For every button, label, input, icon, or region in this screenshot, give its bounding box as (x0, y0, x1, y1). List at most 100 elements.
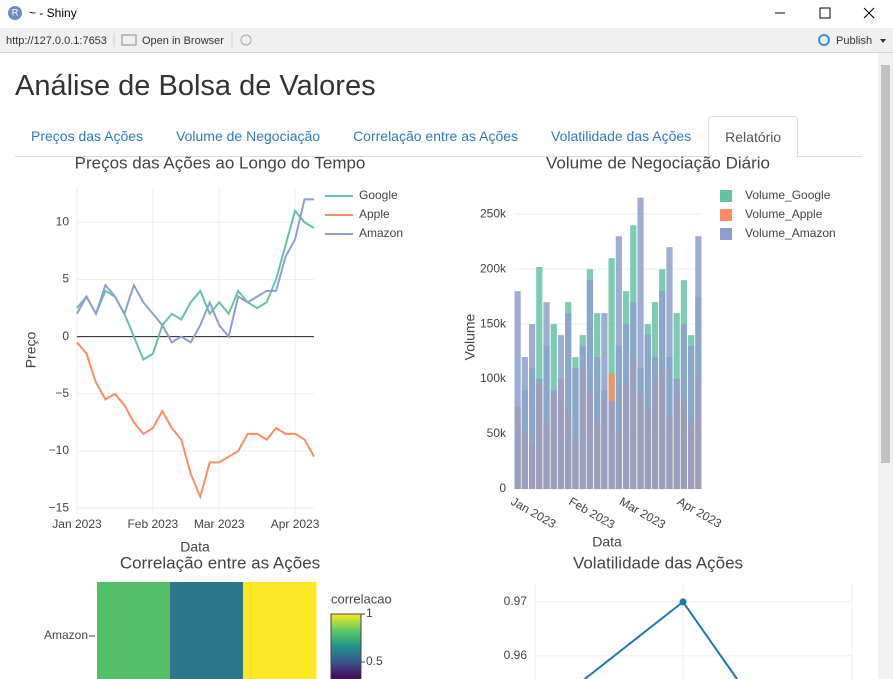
chart-title: Preços das Ações ao Longo do Tempo (75, 153, 366, 172)
bar (528, 324, 536, 489)
y-tick-label: 250k (480, 206, 507, 220)
publish-dropdown[interactable] (880, 39, 886, 43)
colorbar-title: correlacao (331, 591, 392, 606)
chart-title: Correlação entre as Ações (120, 553, 320, 572)
x-tick-label: Mar 2023 (194, 517, 245, 531)
x-tick-label: Feb 2023 (127, 517, 178, 531)
bar (557, 335, 565, 489)
window-title: ~ - Shiny (29, 6, 77, 20)
bar (695, 236, 702, 489)
bar (536, 379, 543, 489)
y-tick-label: 0.96 (504, 648, 528, 662)
bar (579, 346, 586, 489)
tab[interactable]: Preços das Ações (31, 128, 144, 144)
y-tick-label: 5 (62, 272, 69, 286)
chart-title: Volume de Negociação Diário (546, 153, 770, 172)
address-bar-graphics: http://127.0.0.1:7653 Open in Browser Pu… (6, 33, 886, 47)
bar (536, 266, 543, 489)
y-tick-label: 50k (487, 426, 507, 440)
legend-label: Volume_Apple (745, 207, 823, 221)
close-button[interactable] (863, 7, 875, 19)
bar (680, 324, 688, 489)
heatmap-cell (170, 582, 244, 679)
bar (550, 390, 557, 489)
bar (572, 368, 579, 489)
bar (615, 236, 622, 489)
bar (521, 357, 528, 489)
publish-icon (818, 34, 830, 46)
maximize-button[interactable] (819, 7, 831, 19)
tab[interactable]: Relatório (708, 116, 799, 158)
bar (651, 357, 659, 489)
page-title: Análise de Bolsa de Valores (15, 70, 376, 102)
tab[interactable]: Volume de Negociação (176, 128, 321, 144)
scrollbar-thumb[interactable] (881, 65, 890, 463)
browser-icon (121, 34, 137, 46)
bar (594, 357, 601, 489)
open-in-browser[interactable]: Open in Browser (142, 35, 224, 47)
tab[interactable]: Volatilidade das Ações (551, 128, 692, 144)
title-bar: R ~ - Shiny (0, 0, 893, 28)
x-axis-label: Data (592, 534, 622, 550)
colorbar-tick-label: 0.5 (366, 654, 383, 668)
series-line (76, 341, 315, 500)
y-axis-label: Preço (23, 332, 39, 369)
address-bar: http://127.0.0.1:7653 Open in Browser Pu… (0, 28, 893, 53)
y-axis-label: Volume (462, 313, 478, 360)
legend-label: Google (359, 188, 398, 202)
y-tick-label: 0.97 (504, 594, 528, 608)
y-tick-label: 0 (62, 329, 69, 343)
publish-button[interactable]: Publish (836, 35, 872, 47)
heatmap-cell (97, 582, 171, 679)
legend-label: Volume_Amazon (745, 226, 836, 240)
legend-swatch (720, 190, 732, 202)
bar (659, 291, 666, 489)
y-tick-label: −10 (49, 443, 70, 457)
legend-label: Amazon (359, 226, 403, 240)
x-tick-label: Apr 2023 (675, 494, 724, 531)
tab-bar: Preços das Ações Volume de Negociação Corr… (15, 116, 862, 158)
bar (630, 302, 637, 489)
y-tick-label: 10 (56, 214, 70, 228)
x-tick-label: Jan 2023 (52, 517, 102, 531)
scrollbar[interactable] (878, 53, 893, 679)
bar (666, 247, 673, 489)
bar (688, 346, 695, 489)
tab[interactable]: Correlação entre as Ações (353, 128, 519, 144)
bar (514, 291, 521, 489)
y-tick-label: 0 (499, 481, 506, 495)
x-axis-label: Data (180, 539, 210, 555)
title-bar-graphics: R ~ - Shiny (8, 6, 875, 20)
bar (601, 313, 608, 489)
refresh-icon[interactable] (240, 34, 252, 46)
bar (622, 324, 630, 489)
bar (608, 401, 615, 489)
x-tick-label: Jan 2023 (509, 494, 559, 531)
y-tick-label: −5 (55, 386, 69, 400)
series-line (76, 198, 314, 344)
url[interactable]: http://127.0.0.1:7653 (6, 35, 107, 47)
x-tick-label: Mar 2023 (617, 494, 668, 532)
app-icon-letter: R (12, 7, 19, 17)
y-tick-label: −15 (49, 500, 70, 514)
heatmap-cell (243, 582, 317, 679)
colorbar-tick-label: 1 (366, 606, 373, 620)
y-tick-label: 200k (480, 261, 507, 275)
y-tick-label: 150k (480, 316, 507, 330)
y-tick-label: Amazon (44, 628, 88, 642)
legend-label: Volume_Google (745, 188, 831, 202)
x-tick-label: Apr 2023 (271, 517, 320, 531)
point (679, 598, 687, 606)
app-icon (8, 6, 22, 20)
legend-swatch (720, 228, 732, 240)
bar (673, 379, 680, 489)
chart-title: Volatilidade das Ações (573, 553, 743, 572)
x-tick-label: Feb 2023 (566, 494, 617, 532)
bar (543, 302, 550, 489)
bar (637, 197, 644, 489)
y-tick-label: 100k (480, 371, 507, 385)
legend-label: Apple (359, 207, 390, 221)
legend-swatch (720, 209, 732, 221)
